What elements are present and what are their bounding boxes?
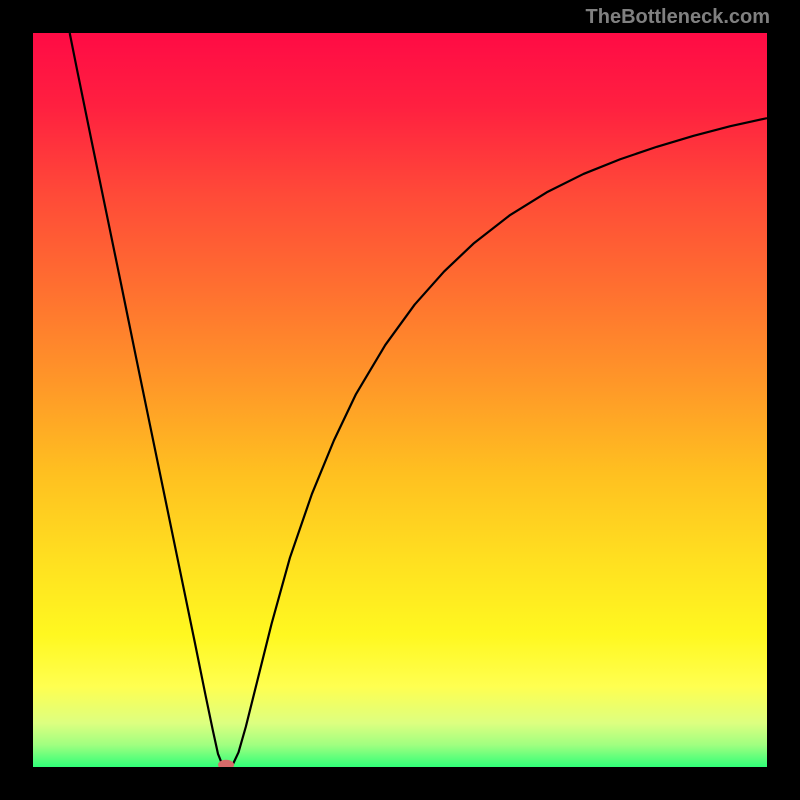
bottleneck-curve xyxy=(70,33,767,767)
watermark-text: TheBottleneck.com xyxy=(586,6,770,29)
curve-layer xyxy=(33,33,767,767)
chart-container: TheBottleneck.com xyxy=(0,0,800,800)
plot-area xyxy=(33,33,767,767)
